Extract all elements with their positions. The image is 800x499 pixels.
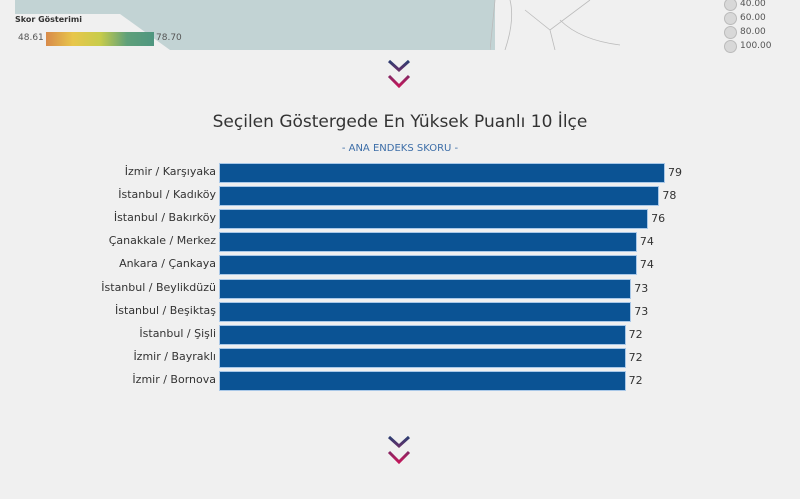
size-legend: 40.00 60.00 80.00 100.00 xyxy=(724,0,772,53)
bar-row[interactable]: İzmir / Karşıyaka 79 xyxy=(0,163,800,183)
data-label: 78 xyxy=(662,189,677,203)
data-label: 72 xyxy=(628,350,643,364)
category-label: İstanbul / Şişli xyxy=(139,326,216,340)
category-label: İstanbul / Beylikdüzü xyxy=(101,280,216,294)
category-label: İzmir / Bornova xyxy=(132,372,216,386)
category-label: İstanbul / Beşiktaş xyxy=(115,303,216,317)
data-label: 76 xyxy=(651,212,666,226)
double-chevron-down-icon[interactable] xyxy=(386,58,412,92)
size-legend-label: 40.00 xyxy=(740,0,766,9)
bar[interactable] xyxy=(219,324,626,345)
bar[interactable] xyxy=(219,163,665,183)
bar[interactable] xyxy=(218,186,660,207)
bar-row[interactable]: İstanbul / Bakırköy 76 xyxy=(0,209,800,230)
bar[interactable] xyxy=(218,278,632,299)
category-label: Ankara / Çankaya xyxy=(119,257,216,271)
data-label: 72 xyxy=(628,373,643,387)
chart-title: Seçilen Göstergede En Yüksek Puanlı 10 İ… xyxy=(212,112,588,132)
size-legend-label: 60.00 xyxy=(740,13,766,23)
category-label: İzmir / Bayraklı xyxy=(133,349,216,363)
bar-row[interactable]: İstanbul / Beylikdüzü 73 xyxy=(0,278,800,299)
category-label: Çanakkale / Merkez xyxy=(108,234,216,248)
data-label: 79 xyxy=(668,166,682,179)
size-legend-label: 80.00 xyxy=(740,27,766,37)
map-area[interactable]: Skor Gösterimi 48.61 78.70 40.00 60.00 8… xyxy=(0,0,800,53)
data-label: 74 xyxy=(639,235,654,249)
bar-row[interactable]: Ankara / Çankaya 74 xyxy=(0,255,800,276)
double-chevron-down-icon[interactable] xyxy=(386,434,412,468)
data-label: 73 xyxy=(634,281,649,295)
data-label: 74 xyxy=(639,258,654,272)
bar-row[interactable]: Çanakkale / Merkez 74 xyxy=(0,232,800,253)
category-label: İzmir / Karşıyaka xyxy=(124,165,216,178)
bar[interactable] xyxy=(219,232,637,253)
data-label: 72 xyxy=(628,327,643,341)
bar[interactable] xyxy=(219,370,626,391)
bar[interactable] xyxy=(219,255,637,276)
color-legend-max: 78.70 xyxy=(156,33,182,43)
bar-row[interactable]: İstanbul / Şişli 72 xyxy=(0,324,800,345)
data-label: 73 xyxy=(634,304,649,318)
bar-row[interactable]: İzmir / Bornova 72 xyxy=(0,370,800,391)
chart-subtitle: - ANA ENDEKS SKORU - xyxy=(341,143,459,154)
bar-row[interactable]: İzmir / Bayraklı 72 xyxy=(0,347,800,368)
bar[interactable] xyxy=(219,347,626,368)
category-label: İstanbul / Kadıköy xyxy=(118,188,216,202)
color-legend-title: Skor Gösterimi xyxy=(15,15,82,24)
bar-row[interactable]: İstanbul / Beşiktaş 73 xyxy=(0,301,800,322)
bar-row[interactable]: İstanbul / Kadıköy 78 xyxy=(0,186,800,207)
map-borders xyxy=(490,0,621,50)
color-legend-gradient xyxy=(46,32,154,46)
category-label: İstanbul / Bakırköy xyxy=(113,211,216,225)
color-legend-min: 48.61 xyxy=(18,33,44,43)
bar[interactable] xyxy=(218,209,649,230)
size-legend-label: 100.00 xyxy=(740,41,772,51)
bar[interactable] xyxy=(218,301,632,322)
